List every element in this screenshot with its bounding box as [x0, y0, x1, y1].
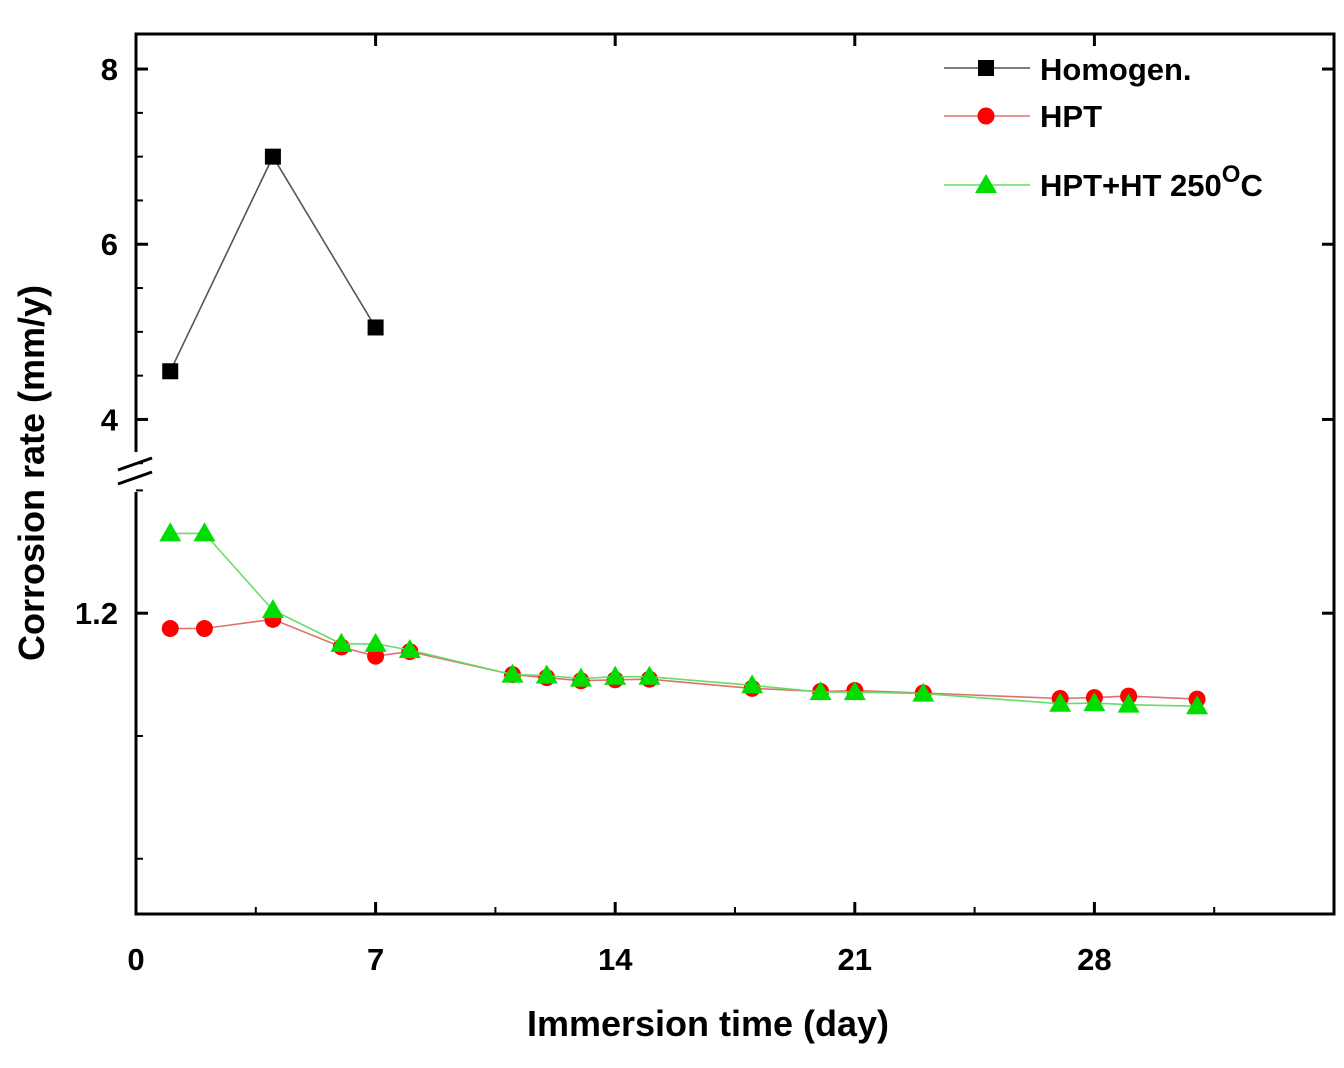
- y-tick-label: 4: [101, 402, 119, 437]
- axis-break-slash: [117, 470, 153, 486]
- x-tick-label: 28: [1077, 942, 1111, 977]
- legend-label-hpt-ht-base: HPT+HT 250: [1040, 168, 1222, 203]
- x-tick-label: 7: [367, 942, 384, 977]
- data-point-triangle: [193, 522, 216, 542]
- y-axis-title: Corrosion rate (mm/y): [11, 285, 52, 661]
- data-point-triangle: [638, 665, 661, 685]
- x-tick-label: 0: [127, 942, 144, 977]
- series-layer: [159, 148, 1209, 715]
- legend: Homogen. HPT HPT+HT 250OC: [944, 52, 1263, 203]
- legend-label-unit: C: [1240, 168, 1262, 203]
- y-tick-label: 8: [101, 52, 118, 87]
- data-point-triangle: [1083, 692, 1106, 712]
- data-point-triangle: [569, 667, 592, 687]
- data-point-triangle: [843, 681, 866, 701]
- data-point-circle: [161, 620, 179, 638]
- legend-marker-square: [978, 60, 994, 76]
- legend-label-homogen: Homogen.: [1040, 52, 1192, 87]
- data-point-square: [162, 363, 179, 380]
- legend-marker-circle: [977, 107, 995, 125]
- data-point-triangle: [501, 663, 524, 683]
- data-point-circle: [195, 620, 213, 638]
- data-point-square: [264, 148, 281, 165]
- series-line-2: [170, 532, 1198, 707]
- data-point-triangle: [809, 681, 832, 701]
- series-line-1: [170, 618, 1198, 700]
- y-tick-label: 1.2: [75, 596, 118, 631]
- y-tick-label: 6: [101, 227, 118, 262]
- x-axis-title: Immersion time (day): [527, 1003, 889, 1044]
- data-point-triangle: [1049, 692, 1072, 712]
- x-tick-label: 21: [838, 942, 872, 977]
- data-point-triangle: [1117, 693, 1140, 713]
- axis-break-gap: [126, 452, 146, 492]
- data-point-circle: [367, 647, 385, 665]
- x-tick-label: 14: [598, 942, 633, 977]
- data-point-triangle: [398, 639, 421, 659]
- data-point-triangle: [159, 522, 182, 542]
- data-point-triangle: [261, 599, 284, 619]
- data-point-triangle: [1186, 695, 1209, 715]
- data-point-triangle: [535, 664, 558, 684]
- data-point-triangle: [741, 674, 764, 694]
- data-point-triangle: [604, 665, 627, 685]
- legend-label-degree-sup: O: [1222, 161, 1241, 188]
- legend-marker-triangle: [975, 174, 997, 193]
- series-line-0: [169, 154, 377, 372]
- plot-frame: [134, 32, 1336, 916]
- data-point-triangle: [364, 632, 387, 652]
- axis-break-slash: [117, 456, 153, 472]
- legend-label-hpt: HPT: [1040, 99, 1102, 134]
- data-point-square: [367, 319, 384, 336]
- legend-label-hpt-ht: HPT+HT 250OC: [1040, 161, 1263, 203]
- data-point-triangle: [330, 632, 353, 652]
- ticks-layer: 0 7 14 21 28 4 6 8 1.2: [75, 34, 1334, 977]
- data-point-triangle: [912, 682, 935, 702]
